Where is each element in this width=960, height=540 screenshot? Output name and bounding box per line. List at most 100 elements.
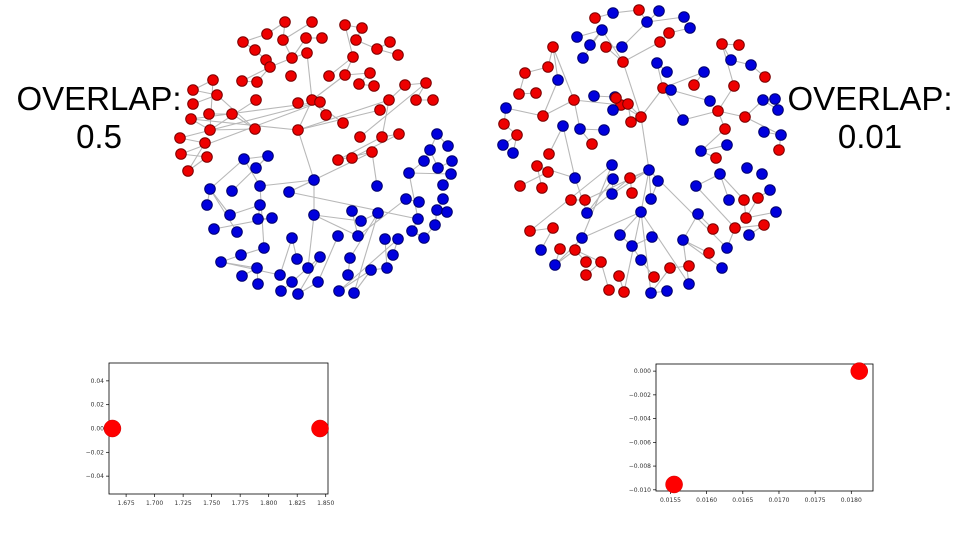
- right-graph-node-blue: [643, 164, 655, 176]
- right-graph-node-red: [663, 27, 675, 39]
- right-graph-node-blue: [641, 16, 653, 28]
- left-graph-node-red: [201, 151, 213, 163]
- left-graph-node-red: [347, 51, 359, 63]
- left-graph-node-blue: [231, 226, 243, 238]
- right-graph-node-blue: [743, 229, 755, 241]
- right-graph-node-red: [740, 212, 752, 224]
- right-graph-node-red: [603, 284, 615, 296]
- left-graph-node-red: [264, 61, 276, 73]
- left-graph-node-blue: [413, 196, 425, 208]
- left-graph-node-blue: [372, 207, 384, 219]
- right-graph-node-red: [595, 256, 607, 268]
- left-graph-node-blue: [431, 204, 443, 216]
- right-graph-node-blue: [500, 102, 512, 114]
- right-graph-edge: [542, 99, 575, 117]
- left-graph-edge: [220, 261, 281, 276]
- left-graph-node-red: [427, 94, 439, 106]
- left-graph-node-blue: [344, 252, 356, 264]
- right-graph-node-red: [531, 160, 543, 172]
- left-graph-node-red: [211, 89, 223, 101]
- left-graph-node-red: [346, 152, 358, 164]
- left-graph-node-red: [353, 78, 365, 90]
- left-graph-edge: [297, 129, 315, 181]
- left-chart-x-tick-label: 1.800: [260, 500, 277, 507]
- right-graph-node-red: [728, 80, 740, 92]
- right-graph-node-blue: [607, 7, 619, 19]
- left-graph-node-red: [376, 131, 388, 143]
- right-graph-node-red: [758, 219, 770, 231]
- left-graph-edge: [279, 237, 293, 276]
- right-graph-node-blue: [607, 173, 619, 185]
- right-chart-x-tick-label: 0.0165: [732, 497, 753, 504]
- right-graph-node-red: [579, 194, 591, 206]
- right-graph-node-blue: [769, 93, 781, 105]
- right-graph-node-blue: [497, 139, 509, 151]
- left-graph-node-blue: [215, 256, 227, 268]
- left-graph-node-red: [285, 70, 297, 82]
- left-graph-node-red: [182, 165, 194, 177]
- left-graph-node-red: [384, 36, 396, 48]
- left-chart-y-tick-label: −0.02: [86, 449, 105, 456]
- right-graph-edge: [682, 239, 723, 269]
- left-graph-node-blue: [266, 212, 278, 224]
- right-graph-node-blue: [552, 74, 564, 86]
- left-graph-node-red: [356, 22, 368, 34]
- right-chart-y-tick-label: −0.006: [629, 439, 651, 446]
- left-graph-node-red: [364, 67, 376, 79]
- right-graph-nodes: [497, 4, 787, 299]
- left-graph-node-blue: [252, 213, 264, 225]
- right-graph-edge: [640, 116, 650, 171]
- right-graph-edge: [682, 110, 719, 121]
- right-graph-node-blue: [716, 262, 728, 274]
- right-graph-node-red: [524, 225, 536, 237]
- right-graph-node-red: [536, 182, 548, 194]
- right-graph-node-blue: [635, 254, 647, 266]
- left-graph-node-blue: [252, 278, 264, 290]
- right-graph-node-blue: [721, 139, 733, 151]
- left-graph-node-blue: [302, 262, 314, 274]
- left-graph-node-red: [320, 109, 332, 121]
- left-graph-node-red: [374, 104, 386, 116]
- left-graph-edge: [190, 118, 299, 131]
- left-graph-edge: [353, 212, 379, 294]
- right-graph-node-blue: [770, 206, 782, 218]
- right-graph-node-red: [707, 223, 719, 235]
- right-graph-node-red: [580, 269, 592, 281]
- right-graph-edge: [542, 79, 559, 117]
- left-graph-node-blue: [275, 285, 287, 297]
- right-graph-edge: [586, 178, 614, 214]
- left-graph-node-red: [277, 34, 289, 46]
- right-graph-node-blue: [758, 126, 770, 138]
- left-graph-node-red: [199, 137, 211, 149]
- left-graph-node-red: [237, 36, 249, 48]
- right-graph-node-red: [547, 41, 559, 53]
- left-graph-node-red: [292, 97, 304, 109]
- right-graph-edge: [601, 29, 624, 63]
- right-graph-node-blue: [598, 124, 610, 136]
- right-graph-edge: [552, 46, 575, 101]
- right-graph-node-blue: [677, 114, 689, 126]
- right-graph-node-blue: [646, 231, 658, 243]
- right-graph-node-blue: [692, 208, 704, 220]
- left-graph-node-blue: [254, 180, 266, 192]
- right-graph-node-red: [733, 39, 745, 51]
- right-graph-edge: [621, 21, 648, 48]
- right-graph-edge: [623, 211, 642, 293]
- left-graph-node-blue: [424, 144, 436, 156]
- left-graph-node-blue: [283, 186, 295, 198]
- right-graph-edge: [744, 116, 782, 136]
- right-graph-node-blue: [684, 22, 696, 34]
- right-graph-node-red: [498, 118, 510, 130]
- right-graph-node-red: [633, 4, 645, 16]
- right-graph-node-blue: [606, 188, 618, 200]
- right-graph-node-red: [554, 243, 566, 255]
- right-graph-node-blue: [614, 229, 626, 241]
- left-graph-node-blue: [250, 162, 262, 174]
- left-graph-node-red: [354, 131, 366, 143]
- right-graph-node-red: [738, 194, 750, 206]
- left-chart-x-tick-label: 1.825: [289, 500, 306, 507]
- right-graph-node-red: [703, 247, 715, 259]
- right-graph-node-blue: [507, 147, 519, 159]
- right-graph-edge: [640, 211, 690, 285]
- left-graph-node-blue: [204, 183, 216, 195]
